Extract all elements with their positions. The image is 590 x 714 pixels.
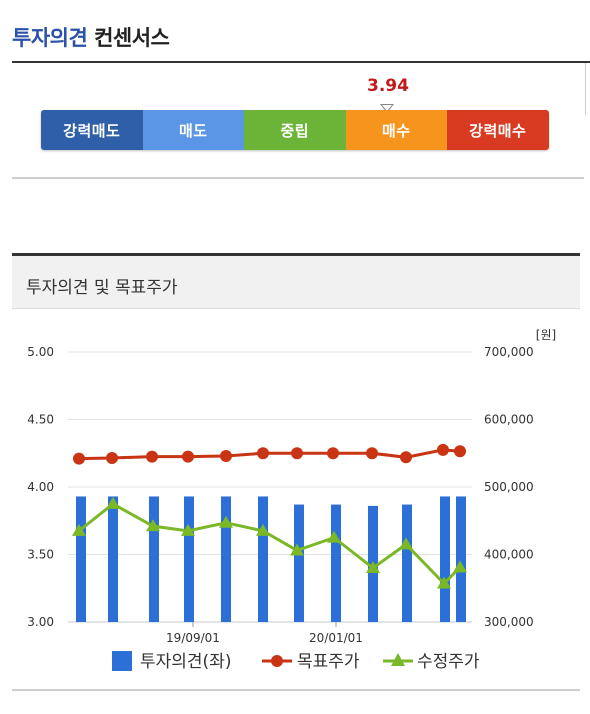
top-divider bbox=[12, 61, 590, 63]
legend-bar-swatch bbox=[112, 651, 132, 671]
target-price-point bbox=[182, 450, 194, 463]
opinion-bar bbox=[331, 504, 341, 622]
y-left-tick-label: 5.00 bbox=[27, 345, 54, 359]
adjusted-price-point bbox=[181, 523, 195, 536]
consensus-title: 투자의견 컨센서스 bbox=[12, 22, 170, 52]
adjusted-price-line bbox=[78, 502, 462, 586]
legend-adjusted-marker bbox=[391, 653, 405, 666]
x-tick-label: 19/09/01 bbox=[166, 631, 220, 645]
target-price-point bbox=[106, 451, 118, 464]
consensus-title-consensus: 컨센서스 bbox=[94, 26, 170, 50]
opinion-bar bbox=[184, 496, 194, 622]
target-price-point bbox=[454, 445, 466, 458]
consensus-box-edge bbox=[585, 63, 586, 115]
adjusted-price-point bbox=[219, 515, 233, 528]
chart-section-header: 투자의견 및 목표주가 bbox=[12, 253, 580, 309]
scale-sell: 매도 bbox=[142, 110, 244, 150]
adjusted-price-point bbox=[453, 560, 467, 573]
adjusted-price-point bbox=[256, 523, 270, 536]
y-right-tick-label: 700,000 bbox=[484, 345, 534, 359]
adjusted-price-point bbox=[399, 537, 413, 550]
y-left-tick-label: 3.00 bbox=[27, 615, 54, 629]
adjusted-price-point bbox=[366, 561, 380, 573]
consensus-score: 3.94 bbox=[367, 76, 409, 96]
target-price-line bbox=[78, 448, 461, 461]
opinion-target-price-chart: [원] 5.00 4.50 4.00 3.50 3.00 700,000 600,000 50… bbox=[27, 328, 556, 672]
target-price-point bbox=[437, 443, 449, 456]
opinion-bar bbox=[108, 496, 118, 622]
target-price-point bbox=[327, 447, 339, 460]
y-right-tick-label: 300,000 bbox=[484, 615, 534, 629]
x-tick-label: 20/01/01 bbox=[309, 631, 363, 645]
scale-buy: 매수 bbox=[345, 110, 447, 150]
y-right-tick-label: 400,000 bbox=[484, 548, 534, 562]
chart-bottom-divider bbox=[12, 689, 580, 691]
consensus-box-bottom bbox=[12, 177, 584, 179]
adjusted-price-point bbox=[327, 530, 341, 543]
opinion-bar bbox=[402, 504, 412, 622]
target-price-point bbox=[366, 447, 378, 460]
legend-target-marker bbox=[271, 655, 283, 667]
opinion-bar bbox=[440, 496, 450, 622]
score-marker-icon bbox=[380, 104, 394, 113]
adjusted-price-point bbox=[106, 496, 120, 509]
chart-section-title: 투자의견 및 목표주가 bbox=[26, 278, 178, 298]
adjusted-price-point bbox=[146, 519, 160, 532]
opinion-bar bbox=[456, 496, 466, 622]
right-axis-unit: [원] bbox=[536, 328, 556, 342]
y-right-tick-label: 500,000 bbox=[484, 480, 534, 494]
opinion-bar bbox=[149, 496, 159, 622]
y-left-tick-label: 4.50 bbox=[27, 413, 54, 427]
scale-strong-buy: 강력매수 bbox=[447, 110, 549, 150]
target-price-point bbox=[400, 451, 412, 464]
target-price-point bbox=[73, 452, 85, 465]
target-price-point bbox=[220, 449, 232, 462]
target-price-point bbox=[291, 447, 303, 460]
opinion-bar bbox=[294, 504, 304, 622]
opinion-scale: 강력매도 매도 중립 매수 강력매수 bbox=[41, 110, 549, 150]
consensus-title-investment-opinion: 투자의견 bbox=[12, 26, 88, 50]
adjusted-price-point bbox=[437, 576, 451, 589]
target-price-point bbox=[257, 447, 269, 460]
target-price-point bbox=[146, 450, 158, 463]
legend-adjusted-label: 수정주가 bbox=[417, 652, 480, 672]
legend-target-label: 목표주가 bbox=[297, 652, 360, 672]
y-left-tick-label: 4.00 bbox=[27, 480, 54, 494]
adjusted-price-point bbox=[290, 543, 304, 556]
opinion-bar bbox=[221, 496, 231, 622]
legend-opinion-label: 투자의견(좌) bbox=[140, 652, 231, 672]
opinion-bar bbox=[76, 496, 86, 622]
scale-neutral: 중립 bbox=[244, 110, 346, 150]
y-left-tick-label: 3.50 bbox=[27, 548, 54, 562]
opinion-bar bbox=[258, 496, 268, 622]
scale-strong-sell: 강력매도 bbox=[41, 110, 143, 150]
y-right-tick-label: 600,000 bbox=[484, 413, 534, 427]
adjusted-price-point bbox=[72, 523, 86, 536]
